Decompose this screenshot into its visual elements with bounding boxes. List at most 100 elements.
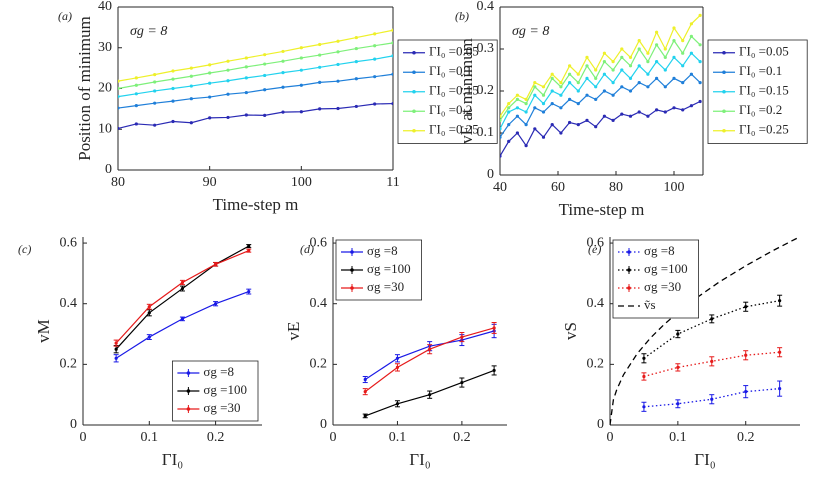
point: [576, 72, 580, 76]
point: [585, 93, 589, 97]
point: [118, 86, 120, 91]
point: [336, 106, 340, 111]
x-tick-label: 0.1: [141, 430, 159, 445]
point: [147, 305, 151, 309]
legend-label: σg =100: [367, 261, 411, 276]
series-line: [115, 291, 249, 359]
panel-label: (b): [455, 9, 469, 23]
series-line: [364, 327, 495, 393]
x-tick-label: 60: [551, 180, 565, 195]
y-tick-label: 10: [98, 121, 112, 136]
point: [642, 374, 646, 379]
point: [147, 335, 151, 339]
point: [189, 121, 193, 125]
point: [663, 85, 667, 89]
series: [500, 99, 702, 158]
point: [244, 56, 248, 60]
series-line: [500, 35, 701, 121]
point: [395, 356, 400, 360]
series-line: [118, 29, 393, 82]
legend-marker: [412, 109, 416, 114]
series: [500, 72, 702, 139]
series-line: [118, 55, 393, 98]
series-line: [500, 14, 701, 117]
point: [134, 104, 138, 108]
point: [594, 125, 598, 129]
point: [244, 113, 248, 117]
x-tick-label: 0: [330, 430, 337, 445]
point: [281, 49, 285, 54]
x-axis-label: Time-step m: [559, 200, 645, 219]
point: [698, 81, 702, 85]
point: [226, 115, 230, 120]
point: [585, 118, 589, 122]
legend-marker: [722, 128, 726, 133]
point: [500, 127, 502, 131]
series: [118, 54, 393, 99]
y-axis-label: vE: [284, 322, 303, 341]
legend-marker: [722, 109, 726, 114]
point: [524, 123, 528, 127]
point: [189, 97, 193, 101]
point: [655, 43, 659, 47]
point: [568, 120, 572, 125]
legend-label: ΓI₀ =0.1: [429, 63, 472, 78]
x-tick-label: 90: [203, 175, 217, 190]
point: [637, 39, 641, 43]
legend-label: ΓI₀ =0.2: [739, 102, 782, 117]
point: [710, 397, 714, 401]
point: [778, 350, 782, 354]
point: [247, 289, 251, 294]
point: [663, 110, 667, 114]
point: [568, 64, 572, 68]
x-axis-label: Time-step m: [213, 195, 299, 214]
legend-label: σg =30: [367, 279, 404, 294]
point: [681, 64, 685, 68]
point: [568, 72, 572, 76]
legend-label: ΓI₀ =0.2: [429, 102, 472, 117]
point: [559, 131, 563, 135]
point: [226, 59, 230, 63]
point: [363, 377, 367, 382]
y-axis-label: vS: [561, 322, 580, 340]
x-tick-label: 100: [291, 175, 312, 190]
point: [576, 89, 580, 93]
point: [180, 280, 185, 285]
point: [663, 68, 667, 72]
y-tick-label: 0: [597, 417, 604, 432]
legend-marker: [722, 70, 726, 75]
point: [550, 123, 554, 127]
point: [611, 68, 615, 72]
point: [533, 81, 537, 85]
legend-marker: [412, 50, 416, 55]
point: [395, 365, 400, 369]
point: [559, 93, 563, 97]
point: [646, 85, 650, 89]
point: [492, 368, 496, 373]
point: [134, 92, 138, 96]
point: [153, 89, 157, 93]
point: [226, 68, 230, 72]
x-tick-label: 40: [493, 180, 507, 195]
y-tick-label: 40: [98, 0, 112, 14]
point: [637, 47, 641, 51]
point: [698, 13, 702, 17]
panel-label: (c): [18, 242, 31, 256]
point: [373, 75, 377, 79]
point: [744, 390, 748, 394]
point: [778, 299, 782, 303]
x-axis-label: ΓI₀: [162, 450, 183, 469]
point: [646, 114, 650, 118]
y-axis-label: vM: [34, 319, 53, 343]
point: [585, 64, 589, 68]
x-tick-label: 11: [386, 175, 399, 190]
point: [672, 39, 676, 43]
point: [602, 60, 607, 64]
point: [226, 92, 230, 96]
point: [524, 102, 528, 106]
legend-label: ΓI₀ =0.15: [739, 83, 789, 98]
point: [681, 81, 685, 85]
series: [641, 294, 783, 364]
point: [263, 113, 267, 117]
point: [336, 39, 340, 43]
